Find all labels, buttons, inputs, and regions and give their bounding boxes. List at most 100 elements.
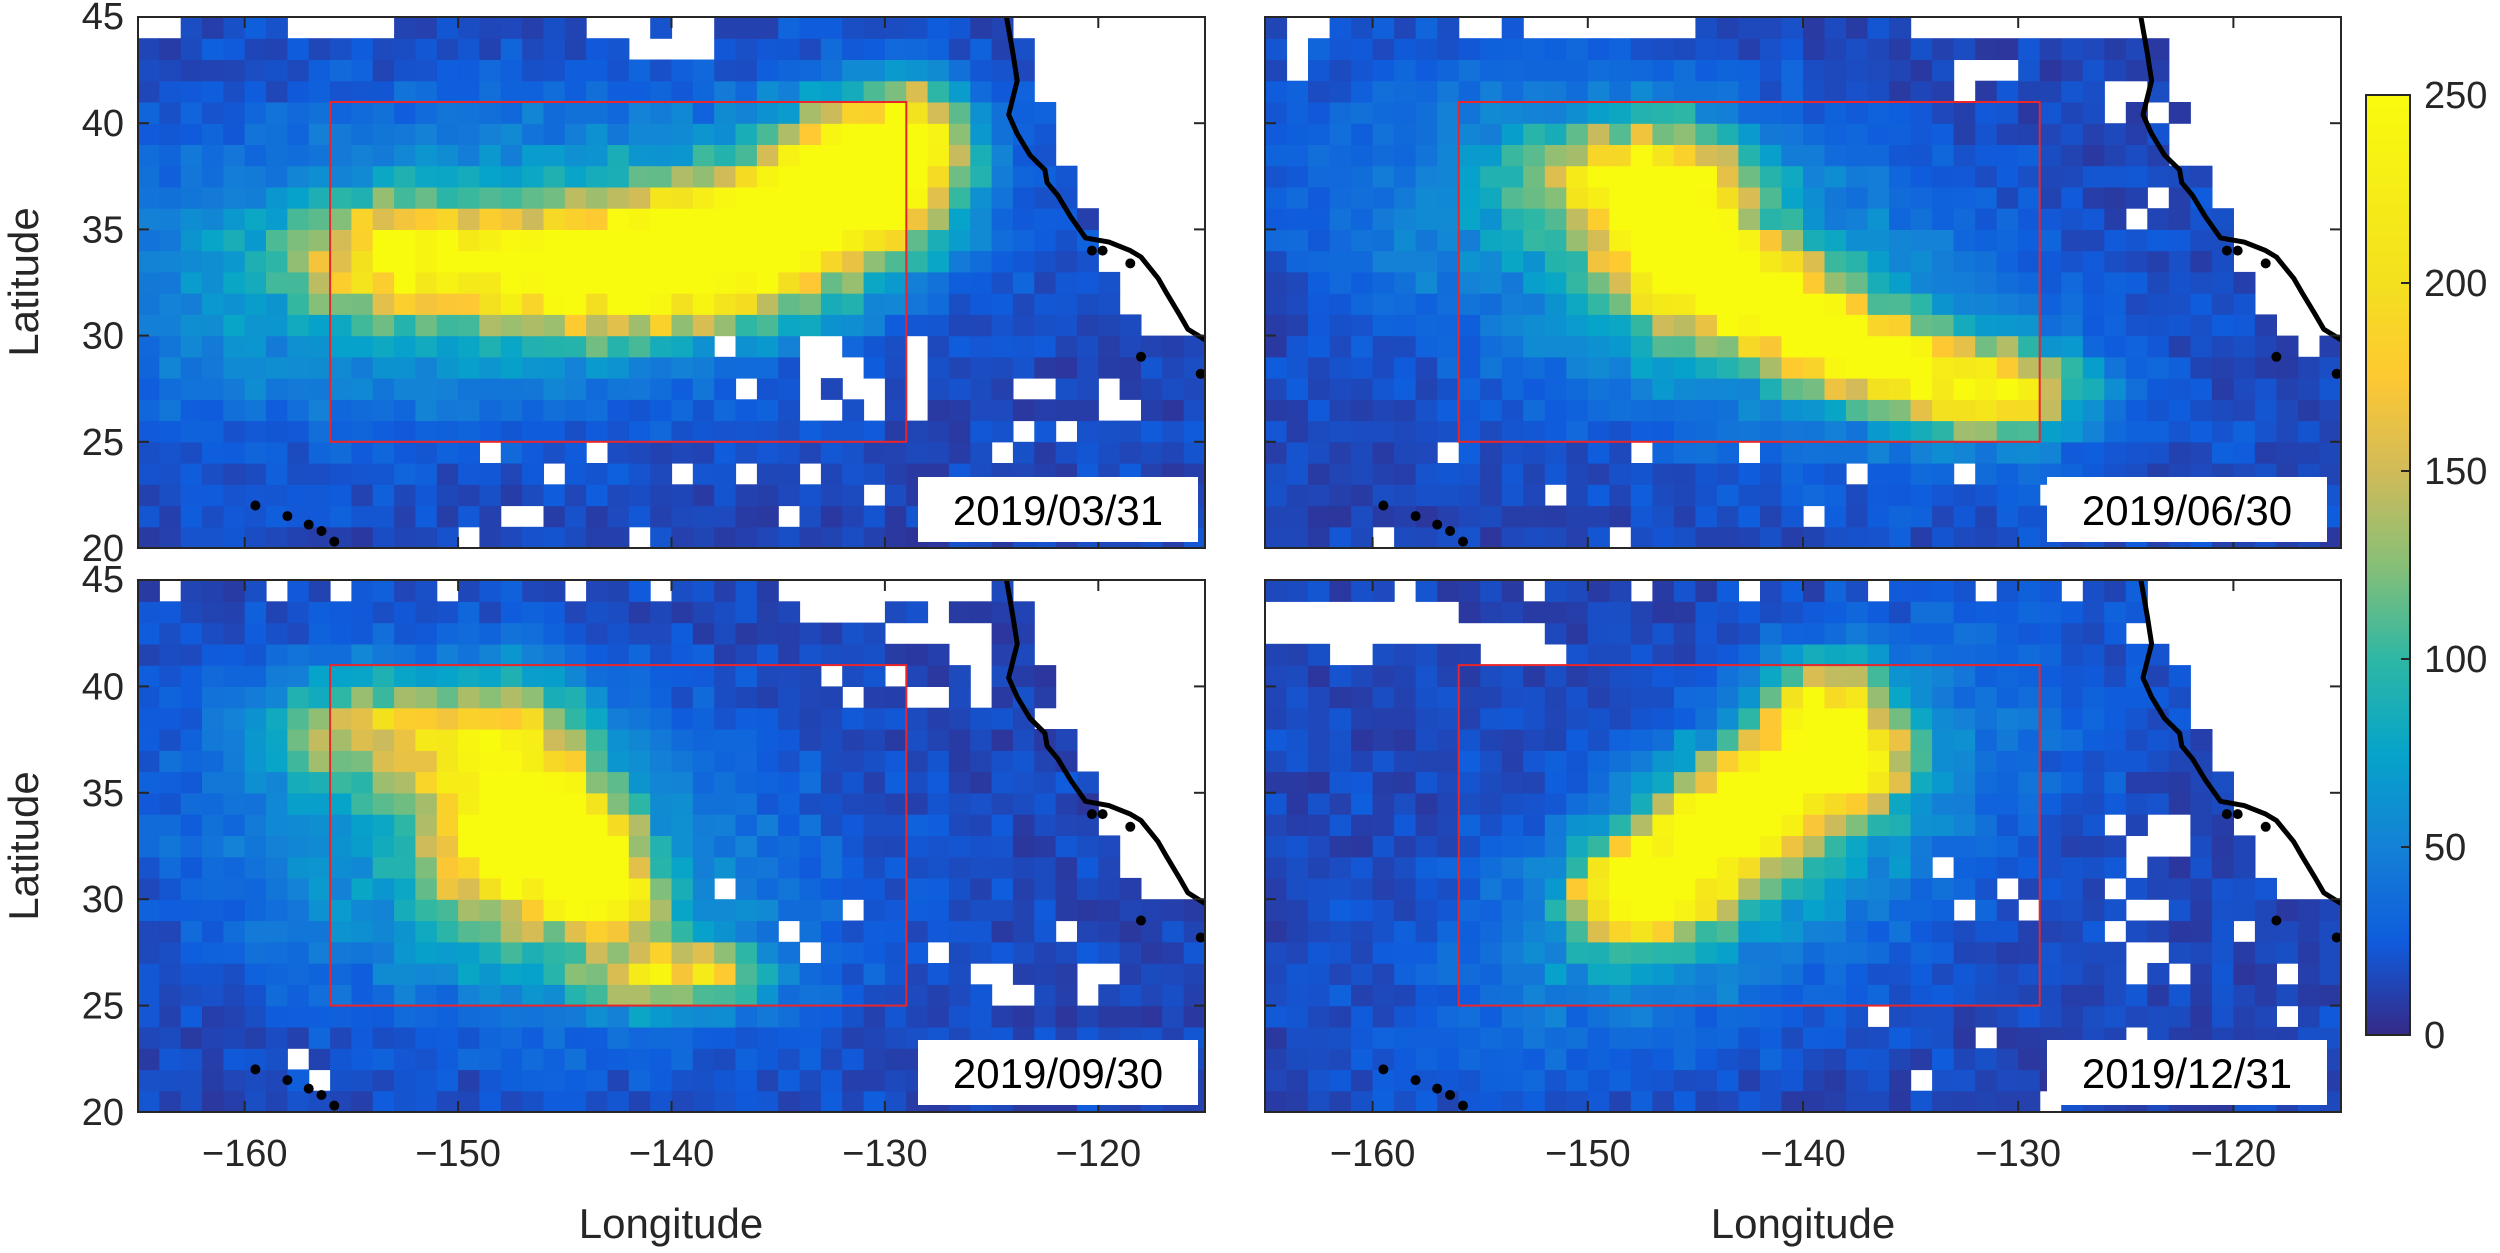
heatmap-cell [884, 1005, 907, 1028]
heatmap-cell [202, 399, 224, 422]
heatmap-cell [415, 399, 438, 422]
heatmap-cell [1716, 580, 1739, 602]
heatmap-cell [1716, 399, 1739, 422]
heatmap-cell [223, 856, 246, 879]
heatmap-cell [159, 1048, 182, 1071]
heatmap-cell [1437, 580, 1460, 602]
heatmap-cell [1162, 378, 1185, 400]
heatmap-cell [948, 38, 971, 60]
heatmap-cell [1372, 250, 1395, 273]
heatmap-cell [244, 1005, 267, 1028]
heatmap-cell [1286, 1069, 1309, 1092]
heatmap-cell [1034, 102, 1057, 124]
heatmap-cell [778, 378, 801, 400]
heatmap-cell [394, 643, 416, 666]
heatmap-cell [500, 17, 523, 39]
heatmap-cell [1523, 314, 1546, 337]
heatmap-cell [1566, 420, 1589, 443]
heatmap-cell [586, 123, 608, 145]
heatmap-cell [1803, 271, 1826, 294]
heatmap-cell [970, 165, 993, 188]
heatmap-cell [2061, 186, 2084, 209]
heatmap-cell [1265, 984, 1288, 1007]
island [316, 1090, 327, 1100]
heatmap-cell [2147, 729, 2170, 751]
heatmap-cell [308, 229, 331, 252]
heatmap-cell [1098, 941, 1121, 964]
heatmap-cell [1415, 80, 1438, 103]
heatmap-cell [2082, 314, 2105, 337]
heatmap-cell [906, 186, 929, 209]
heatmap-cell [223, 1026, 246, 1049]
heatmap-cell [1953, 856, 1976, 879]
heatmap-cell [372, 771, 395, 794]
heatmap-cell [1265, 229, 1288, 252]
heatmap-cell [458, 1048, 480, 1071]
heatmap-cell [266, 356, 288, 379]
heatmap-cell [927, 877, 950, 900]
heatmap-cell [479, 293, 502, 315]
heatmap-cell [180, 271, 203, 294]
heatmap-cell [628, 293, 651, 315]
heatmap-cell [2125, 314, 2148, 337]
heatmap-cell [202, 1048, 224, 1071]
heatmap-cell [1544, 899, 1567, 922]
heatmap-cell [714, 526, 737, 549]
heatmap-cell [2190, 208, 2213, 230]
heatmap-cell [1652, 335, 1675, 358]
heatmap-cell [1824, 165, 1847, 188]
heatmap-cell [1098, 877, 1121, 900]
heatmap-cell [479, 399, 502, 422]
heatmap-cell [1566, 899, 1589, 922]
heatmap-cell [2125, 144, 2148, 167]
heatmap-cell [202, 1026, 224, 1049]
heatmap-cell [735, 59, 758, 82]
heatmap-cell [1846, 686, 1869, 709]
heatmap-cell [522, 250, 544, 273]
heatmap-cell [1910, 750, 1933, 773]
heatmap-cell [1394, 686, 1417, 709]
heatmap-cell [1910, 102, 1933, 124]
heatmap-cell [2082, 378, 2105, 400]
heatmap-cell [244, 378, 267, 400]
heatmap-cell [2147, 229, 2170, 252]
heatmap-cell [2254, 314, 2277, 337]
heatmap-cell [628, 208, 651, 230]
heatmap-cell [1996, 750, 2019, 773]
heatmap-cell [458, 378, 480, 400]
heatmap-cell [1437, 463, 1460, 485]
heatmap-cell [330, 505, 352, 528]
heatmap-cell [1394, 729, 1417, 751]
heatmap-cell [1781, 378, 1804, 400]
heatmap-cell [1803, 356, 1826, 379]
heatmap-cell [1910, 941, 1933, 964]
heatmap-cell [1738, 792, 1761, 815]
heatmap-cell [842, 208, 865, 230]
heatmap-cell [543, 1005, 566, 1028]
heatmap-cell [628, 729, 651, 751]
heatmap-cell [714, 856, 737, 879]
heatmap-cell [842, 399, 865, 422]
heatmap-cell [159, 792, 182, 815]
heatmap-cell [1141, 441, 1163, 464]
heatmap-cell [2319, 335, 2342, 358]
heatmap-cell [1286, 941, 1309, 964]
heatmap-cell [351, 1005, 374, 1028]
heatmap-cell [1523, 356, 1546, 379]
heatmap-cell [1846, 601, 1869, 624]
heatmap-cell [2018, 208, 2041, 230]
heatmap-cell [1760, 250, 1783, 273]
heatmap-cell [500, 102, 523, 124]
heatmap-cell [330, 686, 352, 709]
heatmap-cell [244, 1026, 267, 1049]
heatmap-cell [1910, 463, 1933, 485]
axis-ticks [1265, 16, 2341, 549]
heatmap-cell [1867, 356, 1890, 379]
heatmap-cell [607, 229, 630, 252]
heatmap-cell [970, 314, 993, 337]
heatmap-cell [1824, 622, 1847, 645]
heatmap-cell [863, 123, 886, 145]
heatmap-cell [2276, 356, 2299, 379]
heatmap-cell [415, 229, 438, 252]
heatmap-cell [436, 835, 459, 858]
